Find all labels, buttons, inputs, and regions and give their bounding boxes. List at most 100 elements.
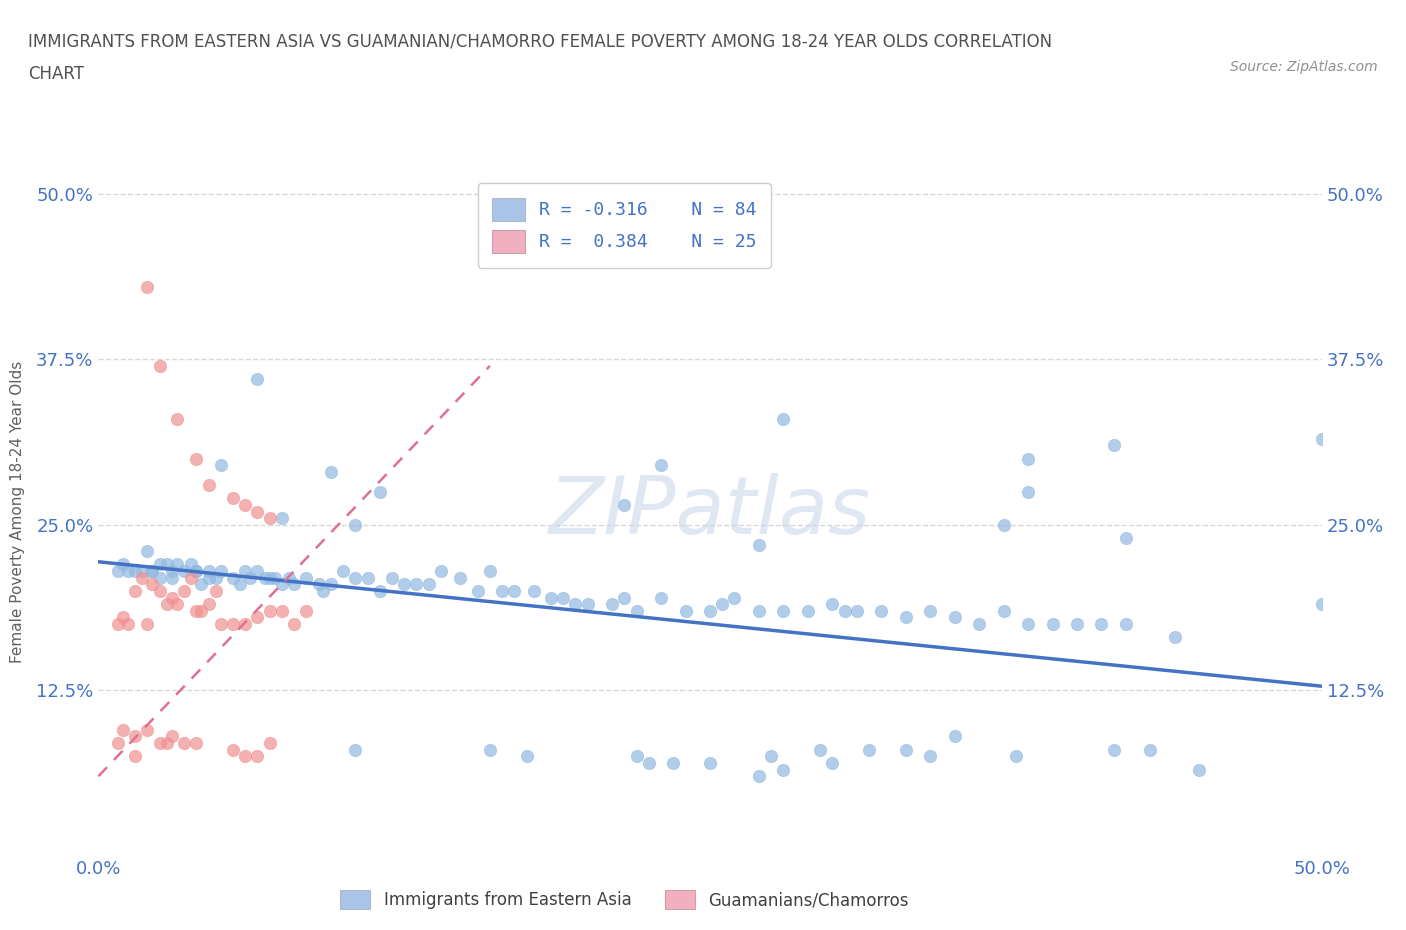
Point [467, 583, 489, 598]
Point [808, 742, 831, 757]
Point [186, 736, 208, 751]
Point [1310, 597, 1333, 612]
Point [149, 570, 172, 585]
Point [222, 617, 245, 631]
Point [197, 478, 219, 493]
Point [491, 583, 513, 598]
Point [186, 451, 208, 466]
Point [613, 498, 636, 512]
Point [278, 570, 301, 585]
Point [259, 604, 281, 618]
Point [209, 617, 232, 631]
Point [107, 564, 129, 578]
Point [993, 604, 1015, 618]
Point [748, 604, 770, 618]
Point [344, 570, 367, 585]
Point [1310, 432, 1333, 446]
Point [107, 617, 129, 631]
Point [723, 591, 745, 605]
Point [920, 604, 942, 618]
Point [761, 749, 783, 764]
Point [699, 604, 721, 618]
Point [319, 577, 342, 591]
Point [124, 729, 146, 744]
Point [308, 577, 330, 591]
Point [1102, 742, 1125, 757]
Point [197, 564, 219, 578]
Point [600, 597, 623, 612]
Point [197, 597, 219, 612]
Point [166, 557, 188, 572]
Point [1102, 438, 1125, 453]
Point [141, 564, 163, 578]
Point [186, 604, 208, 618]
Point [858, 742, 880, 757]
Point [1164, 630, 1187, 644]
Point [1188, 763, 1211, 777]
Point [180, 570, 202, 585]
Point [613, 591, 636, 605]
Point [894, 742, 917, 757]
Point [166, 411, 188, 426]
Point [943, 729, 966, 744]
Point [626, 604, 648, 618]
Point [136, 617, 159, 631]
Point [993, 517, 1015, 532]
Point [131, 570, 153, 585]
Point [418, 577, 440, 591]
Point [1042, 617, 1064, 631]
Point [149, 358, 172, 373]
Point [190, 577, 212, 591]
Point [239, 570, 262, 585]
Point [450, 570, 472, 585]
Point [136, 723, 159, 737]
Point [180, 557, 202, 572]
Point [523, 583, 546, 598]
Text: Source: ZipAtlas.com: Source: ZipAtlas.com [1230, 60, 1378, 74]
Point [117, 617, 139, 631]
Point [124, 583, 146, 598]
Point [124, 564, 146, 578]
Point [553, 591, 575, 605]
Point [149, 557, 172, 572]
Point [356, 570, 378, 585]
Point [186, 564, 208, 578]
Point [711, 597, 734, 612]
Point [748, 538, 770, 552]
Point [650, 458, 672, 472]
Point [270, 577, 294, 591]
Point [270, 511, 294, 525]
Point [160, 564, 183, 578]
Point [699, 755, 721, 770]
Point [111, 557, 134, 572]
Point [772, 604, 794, 618]
Point [638, 755, 661, 770]
Point [205, 570, 228, 585]
Point [190, 604, 212, 618]
Point [515, 749, 537, 764]
Point [344, 742, 367, 757]
Point [834, 604, 856, 618]
Point [253, 570, 276, 585]
Point [107, 736, 129, 751]
Point [332, 564, 354, 578]
Point [259, 570, 281, 585]
Point [246, 504, 269, 519]
Point [478, 564, 501, 578]
Point [650, 591, 672, 605]
Point [1017, 617, 1039, 631]
Point [381, 570, 404, 585]
Legend: Immigrants from Eastern Asia, Guamanians/Chamorros: Immigrants from Eastern Asia, Guamanians… [333, 884, 915, 916]
Point [1004, 749, 1026, 764]
Point [209, 458, 232, 472]
Point [319, 464, 342, 479]
Point [405, 577, 427, 591]
Point [283, 617, 305, 631]
Text: ZIPatlas: ZIPatlas [548, 472, 872, 551]
Point [312, 583, 335, 598]
Point [173, 736, 195, 751]
Point [1017, 451, 1039, 466]
Text: CHART: CHART [28, 65, 84, 83]
Point [186, 564, 208, 578]
Point [141, 577, 163, 591]
